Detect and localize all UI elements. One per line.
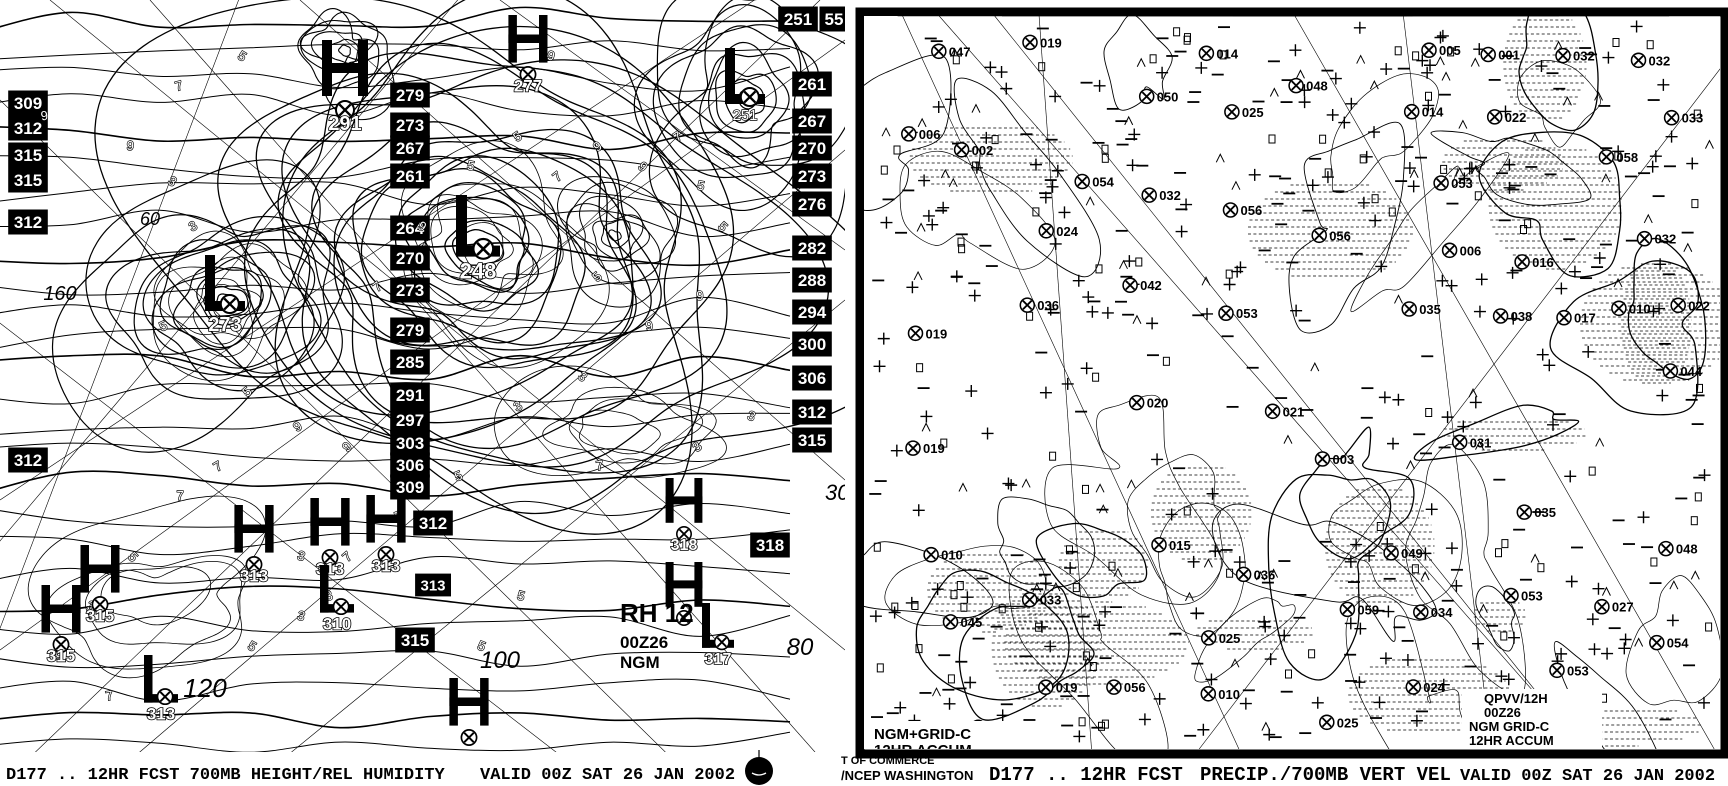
svg-text:D177 .. 12HR FCST: D177 .. 12HR FCST [989, 764, 1183, 786]
svg-text:VALID 00Z SAT 26 JAN 2002: VALID 00Z SAT 26 JAN 2002 [1460, 767, 1715, 786]
svg-text:T OF COMMERCE: T OF COMMERCE [841, 755, 935, 767]
svg-text:PRECIP./700MB VERT VEL: PRECIP./700MB VERT VEL [1200, 764, 1451, 786]
svg-text:/NCEP WASHINGTON: /NCEP WASHINGTON [841, 768, 973, 783]
